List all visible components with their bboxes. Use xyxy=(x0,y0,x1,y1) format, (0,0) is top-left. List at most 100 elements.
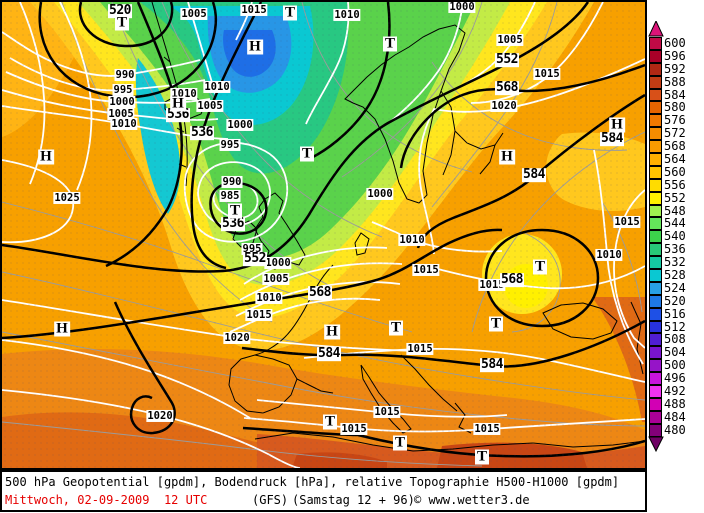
colorbar-tick-label: 596 xyxy=(664,48,686,63)
pressure-center: T xyxy=(488,315,504,332)
colorbar-tick-label: 544 xyxy=(664,216,686,231)
colorbar-tick-label: 576 xyxy=(664,113,686,128)
geopotential-label: 584 xyxy=(522,167,546,183)
pressure-center: T xyxy=(227,202,243,219)
colorbar-tick-label: 520 xyxy=(664,293,686,308)
colorbar-tick-label: 584 xyxy=(664,87,686,102)
colorbar-tick-label: 580 xyxy=(664,100,686,115)
colorbar-cell xyxy=(649,75,662,89)
map-graphic-area: 1005 1015 1010 1000 1005 1015 1020 990 995 1000 10… xyxy=(2,2,645,468)
geopotential-label: 536 xyxy=(221,216,245,232)
pressure-label: 1010 xyxy=(110,117,138,131)
colorbar-tick-label: 564 xyxy=(664,152,686,167)
colorbar-cell xyxy=(649,359,662,373)
colorbar-labels: 600 596 592 588 584 580 576 572 568 564 560 556 552 5… xyxy=(664,37,686,437)
pressure-label: 1000 xyxy=(366,187,394,201)
pressure-label: 1020 xyxy=(146,409,174,423)
pressure-label: 1005 xyxy=(196,99,224,113)
colorbar-cell xyxy=(649,114,662,128)
pressure-label: 1010 xyxy=(398,233,426,247)
pressure-label: 1005 xyxy=(262,272,290,286)
pressure-center: T xyxy=(532,258,548,275)
pressure-label: 1015 xyxy=(373,405,401,419)
colorbar-tick-label: 516 xyxy=(664,306,686,321)
pressure-label: 1005 xyxy=(180,7,208,21)
colorbar-cell xyxy=(649,49,662,63)
caption-datetime: Mittwoch, 02-09-2009 12 UTC xyxy=(5,493,208,507)
colorbar-tick-label: 560 xyxy=(664,164,686,179)
pressure-label: 1010 xyxy=(255,291,283,305)
pressure-label: 1000 xyxy=(264,256,292,270)
colorbar-tick-label: 536 xyxy=(664,242,686,257)
pressure-center: T xyxy=(299,145,315,162)
colorbar-tick-label: 528 xyxy=(664,268,686,283)
colorbar-cell xyxy=(649,346,662,360)
pressure-label: 990 xyxy=(221,175,243,189)
colorbar-tick-label: 496 xyxy=(664,371,686,386)
pressure-label: 985 xyxy=(219,189,241,203)
pressure-label: 1010 xyxy=(203,80,231,94)
pressure-label: 1010 xyxy=(333,8,361,22)
pressure-center: T xyxy=(282,4,298,21)
coastlines xyxy=(151,2,645,452)
colorbar-cell xyxy=(649,256,662,270)
colorbar-cell xyxy=(649,140,662,154)
colorbar-tick-label: 480 xyxy=(664,422,686,437)
colorbar-cell xyxy=(649,217,662,231)
colorbar-cell xyxy=(649,165,662,179)
pressure-center: T xyxy=(392,434,408,451)
colorbar-tick-label: 484 xyxy=(664,409,686,424)
pressure-label: 1005 xyxy=(107,107,135,121)
colorbar-tick-label: 500 xyxy=(664,358,686,373)
colorbar-cell xyxy=(649,153,662,166)
geopotential-label: 520 xyxy=(108,3,132,19)
colorbar-cell xyxy=(649,127,662,141)
pressure-label: 995 xyxy=(112,83,134,97)
pressure-center: T xyxy=(474,448,490,465)
colorbar-cell xyxy=(649,101,662,115)
colorbar-tick-label: 524 xyxy=(664,280,686,295)
colorbar-tick-label: 548 xyxy=(664,203,686,218)
pressure-label: 1025 xyxy=(53,191,81,205)
geopotential-label: 568 xyxy=(495,80,519,96)
pressure-label: 990 xyxy=(114,68,136,82)
colorbar-cell xyxy=(649,397,662,411)
colorbar-cell xyxy=(649,191,662,205)
geopotential-label: 584 xyxy=(480,357,504,373)
pressure-center: H xyxy=(324,323,340,340)
colorbar-cell xyxy=(649,230,662,244)
pressure-label: 995 xyxy=(241,242,263,256)
colorbar-tick-label: 508 xyxy=(664,332,686,347)
map-panel: 1005 1015 1010 1000 1005 1015 1020 990 995 1000 10… xyxy=(0,0,647,470)
colorbar-cell xyxy=(649,320,662,334)
colorbar-cell xyxy=(649,243,662,257)
colorbar-arrow-up-icon xyxy=(648,21,664,37)
pressure-center: H xyxy=(609,116,625,133)
pressure-label: 1005 xyxy=(496,33,524,47)
colorbar-cell xyxy=(649,37,662,50)
geopotential-label: 552 xyxy=(495,52,519,68)
map-label-layer: 1005 1015 1010 1000 1005 1015 1020 990 995 1000 10… xyxy=(2,2,645,468)
colorbar-tick-label: 504 xyxy=(664,345,686,360)
colorbar-tick-label: 512 xyxy=(664,319,686,334)
colorbar-cell xyxy=(649,62,662,76)
pressure-center: H xyxy=(247,38,263,55)
pressure-label: 1015 xyxy=(473,422,501,436)
colorbar-cell xyxy=(649,281,662,295)
pressure-label: 1000 xyxy=(448,0,476,14)
caption-forecast-run: (Samstag 12 + 96) xyxy=(292,493,415,507)
pressure-label: 1000 xyxy=(108,95,136,109)
pressure-center: T xyxy=(388,319,404,336)
colorbar-cell xyxy=(649,88,662,102)
colorbar-tick-label: 532 xyxy=(664,255,686,270)
colorbar-cell xyxy=(649,423,662,437)
pressure-label: 1015 xyxy=(412,263,440,277)
colorbar-arrow-down-icon xyxy=(648,436,664,452)
caption-copyright: © www.wetter3.de xyxy=(414,493,530,507)
geopotential-label: 568 xyxy=(308,285,332,301)
pressure-center: T xyxy=(114,14,130,31)
pressure-label: 1015 xyxy=(533,67,561,81)
colorbar-cell xyxy=(649,385,662,398)
colorbar-cells xyxy=(649,37,662,437)
